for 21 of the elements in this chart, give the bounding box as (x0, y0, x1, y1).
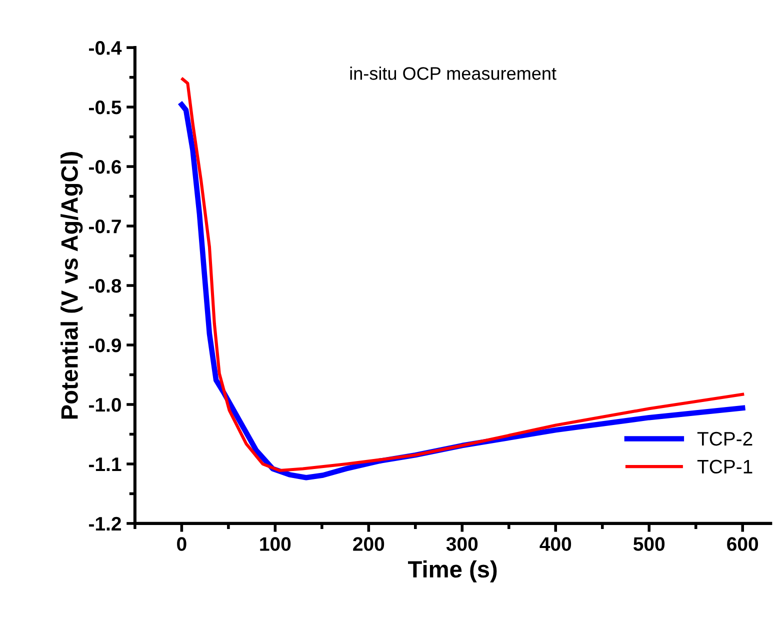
x-tick-label: 400 (540, 537, 572, 551)
x-tick-label: 300 (446, 537, 478, 551)
x-tick-label: 200 (353, 537, 384, 551)
y-tick-label: -0.8 (89, 278, 122, 293)
y-axis-title: Potential (V vs Ag/AgCl) (60, 152, 83, 419)
y-tick-label: -1.0 (89, 398, 121, 412)
y-tick-label: -0.6 (89, 160, 122, 174)
x-tick-label: 0 (177, 537, 186, 551)
y-tick-label: -0.5 (89, 100, 122, 114)
y-tick-label: -1.1 (89, 458, 122, 472)
y-tick-label: -0.4 (89, 41, 122, 55)
x-tick-label: 100 (260, 537, 291, 551)
x-tick-label: 500 (633, 537, 665, 551)
legend-label: TCP-2 (697, 432, 752, 446)
x-axis-title: Time (s) (408, 560, 497, 582)
y-tick-label: -1.2 (89, 516, 121, 530)
legend-label: TCP-1 (697, 460, 752, 474)
x-tick-label: 600 (727, 537, 758, 551)
annotation: in-situ OCP measurement (350, 66, 556, 80)
y-tick-label: -0.9 (89, 338, 122, 352)
y-tick-label: -0.7 (89, 220, 121, 234)
